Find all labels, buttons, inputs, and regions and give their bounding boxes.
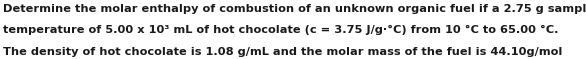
Text: The density of hot chocolate is 1.08 g/mL and the molar mass of the fuel is 44.1: The density of hot chocolate is 1.08 g/m… xyxy=(3,47,563,57)
Text: Determine the molar enthalpy of combustion of an unknown organic fuel if a 2.75 : Determine the molar enthalpy of combusti… xyxy=(3,4,586,14)
Text: temperature of 5.00 x 10³ mL of hot chocolate (c = 3.75 J/g·°C) from 10 °C to 65: temperature of 5.00 x 10³ mL of hot choc… xyxy=(3,24,558,35)
